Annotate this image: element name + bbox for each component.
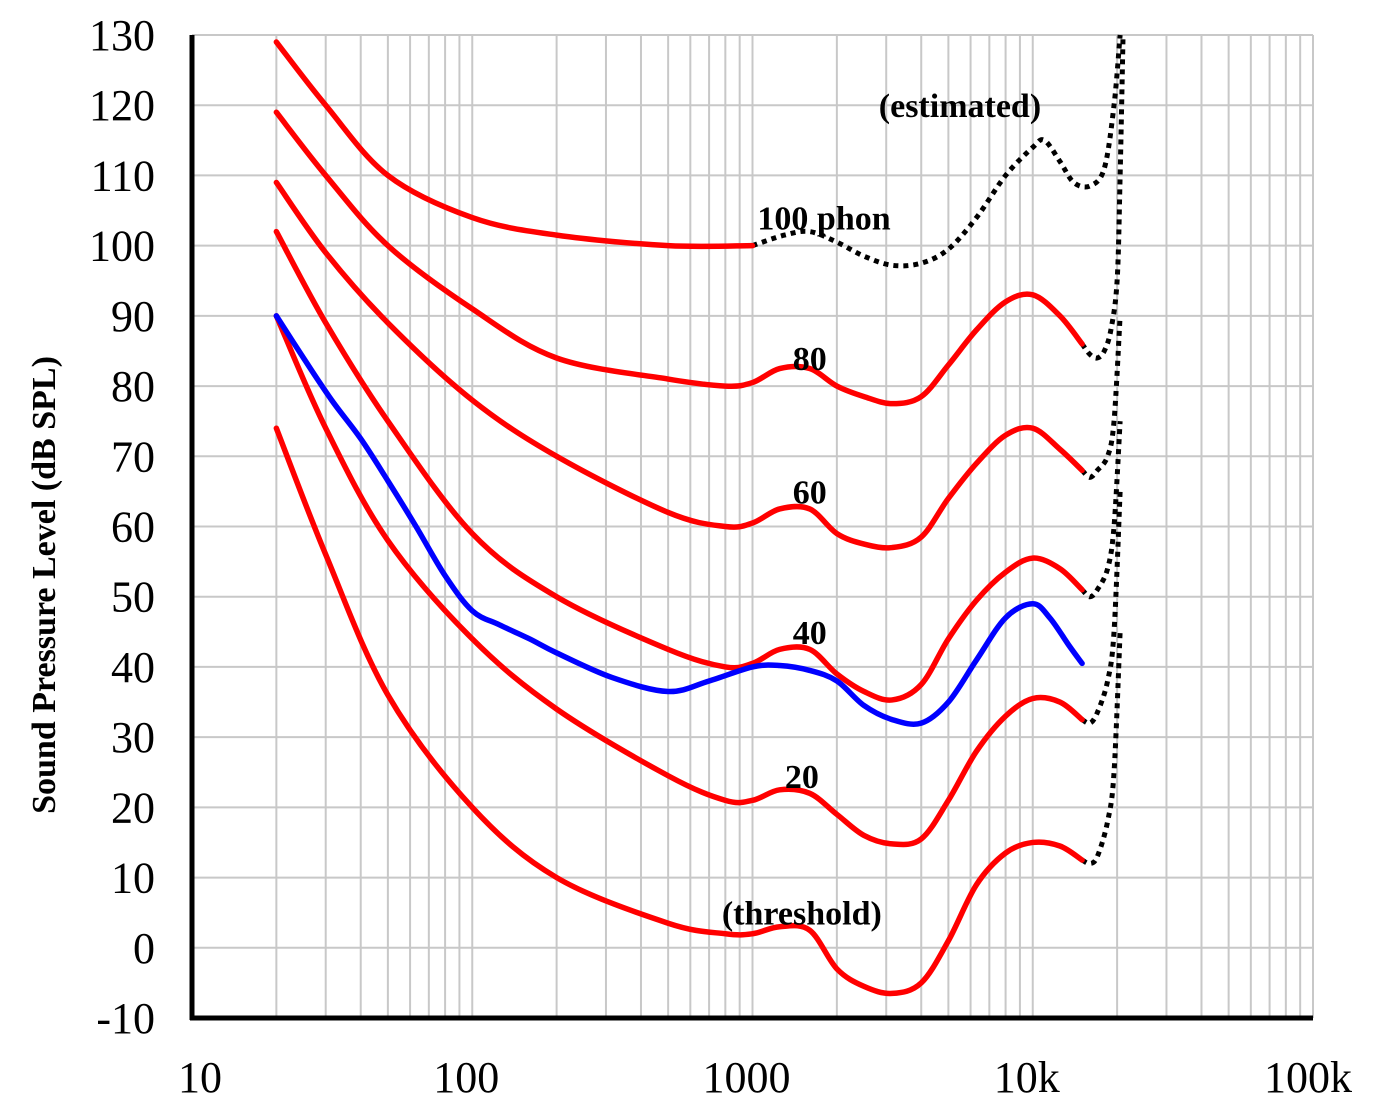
equal-loudness-curve	[273, 179, 1085, 551]
equal-loudness-curve	[273, 109, 1085, 407]
y-tick-label: 110	[91, 151, 155, 200]
x-tick-label: 10	[178, 1053, 222, 1102]
equal-loudness-curve	[273, 425, 1085, 997]
curve-label: 100 phon	[757, 201, 890, 238]
y-tick-label: 60	[111, 503, 155, 552]
estimated-curve	[1080, 631, 1123, 867]
y-tick-label: 30	[111, 713, 155, 762]
y-tick-label: 90	[111, 292, 155, 341]
x-tick-label: 100	[433, 1053, 499, 1102]
estimated-curve	[1080, 315, 1123, 480]
x-tick-label: 100k	[1264, 1053, 1352, 1102]
curve-label: 40	[793, 615, 827, 652]
x-tick-label: 1000	[703, 1053, 791, 1102]
y-tick-label: 130	[89, 11, 155, 60]
curves	[273, 34, 1126, 997]
y-tick-label: 80	[111, 362, 155, 411]
curve-label: (threshold)	[722, 896, 882, 933]
curve-label: (estimated)	[879, 88, 1041, 125]
estimated-curve	[1080, 34, 1126, 361]
curve-label: 60	[793, 474, 827, 511]
curve-label: 20	[785, 759, 819, 796]
estimated-curve	[1080, 491, 1123, 726]
y-tick-label: 120	[89, 81, 155, 130]
y-tick-label: 70	[111, 432, 155, 481]
y-tick-label: 0	[133, 924, 155, 973]
axes	[189, 35, 1313, 1021]
equal-loudness-curve	[273, 39, 756, 250]
annotations: (estimated) 100 phon 80 60 40 20 (threshold)	[722, 88, 1041, 932]
comparison-curve	[273, 313, 1085, 727]
equal-loudness-curve	[273, 313, 1085, 848]
y-tick-label: 100	[89, 222, 155, 271]
y-tick-label: 40	[111, 643, 155, 692]
x-tick-label: 10k	[994, 1053, 1060, 1102]
y-tick-label: -10	[96, 994, 155, 1043]
y-axis-title: Sound Pressure Level (dB SPL)	[26, 356, 63, 814]
y-tick-label: 10	[111, 854, 155, 903]
curve-label: 80	[793, 341, 827, 378]
equal-loudness-curve	[273, 228, 1085, 703]
y-tick-label: 50	[111, 573, 155, 622]
grid	[191, 34, 1314, 1019]
estimated-curve	[751, 34, 1123, 269]
estimated-curve	[1080, 421, 1123, 600]
y-tick-label: 20	[111, 783, 155, 832]
